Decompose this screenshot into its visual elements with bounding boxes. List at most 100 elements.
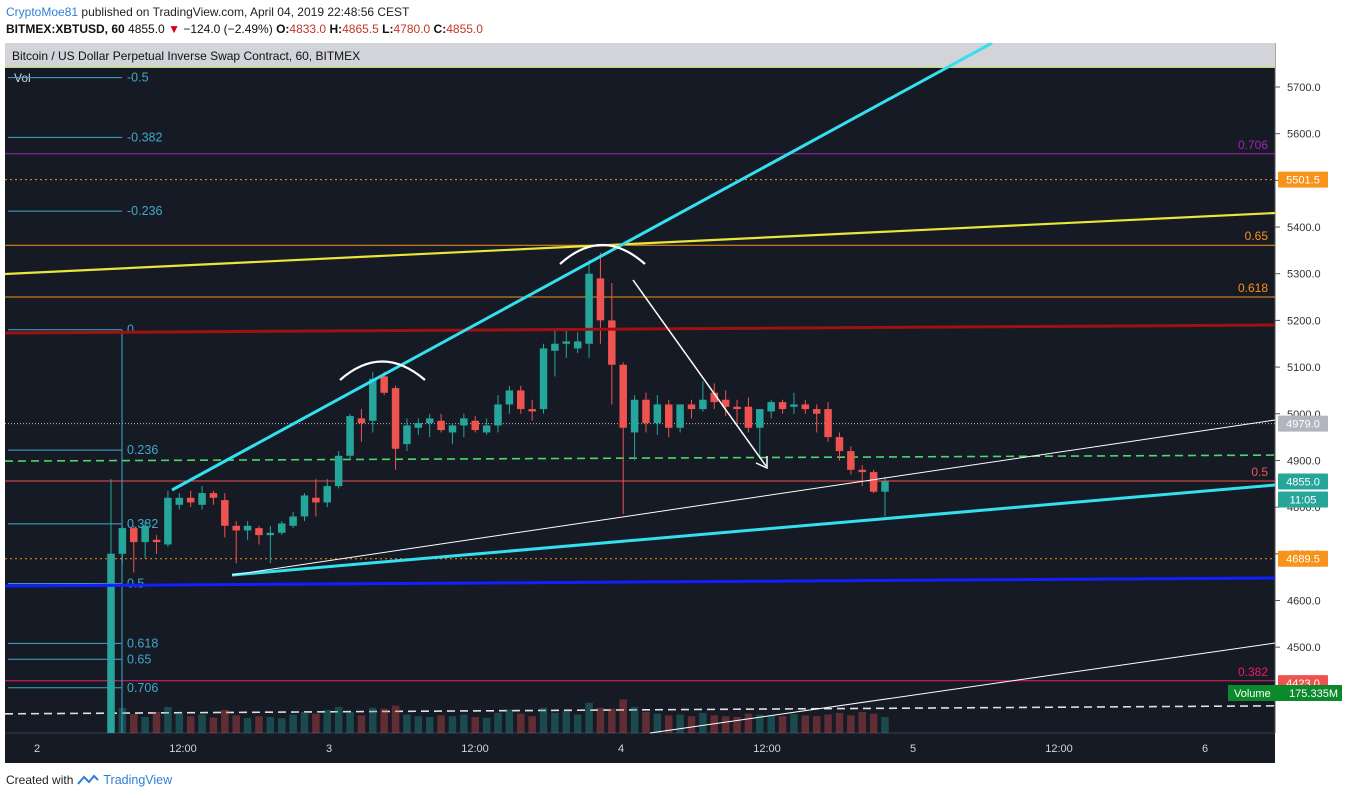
candle[interactable] [733, 399, 741, 424]
candle[interactable] [346, 413, 354, 461]
price-chart[interactable]: Bitcoin / US Dollar Perpetual Inverse Sw… [0, 43, 1348, 765]
blue-support-line[interactable] [4, 576, 1276, 588]
drawings[interactable] [4, 43, 1276, 734]
candle[interactable] [107, 479, 115, 704]
candle[interactable] [790, 392, 798, 414]
candle[interactable] [573, 332, 582, 354]
plot-area[interactable] [5, 43, 1275, 733]
candle[interactable] [858, 465, 866, 487]
candle[interactable] [517, 385, 525, 414]
candle[interactable] [528, 399, 536, 421]
candle-body [767, 402, 775, 412]
candle[interactable] [152, 535, 161, 554]
candle[interactable] [835, 432, 844, 461]
candle[interactable] [471, 416, 479, 433]
candle[interactable] [699, 381, 707, 412]
candle[interactable] [778, 399, 787, 414]
candle[interactable] [460, 413, 468, 438]
yellow-trendline[interactable] [4, 211, 1276, 276]
green-dashed-line[interactable] [4, 454, 1276, 462]
candle[interactable] [847, 446, 855, 475]
candle[interactable] [687, 399, 696, 419]
candle[interactable] [881, 476, 889, 517]
candle[interactable] [312, 479, 320, 517]
candle[interactable] [414, 418, 423, 435]
candle[interactable] [175, 493, 184, 510]
candle-body [494, 404, 502, 426]
price-tag[interactable]: 5501.5 [1278, 171, 1328, 188]
volume-bar [380, 708, 388, 733]
candle[interactable] [243, 521, 252, 540]
price-tag[interactable]: 11:05 [1278, 491, 1328, 508]
candle[interactable] [539, 343, 548, 414]
candle[interactable] [710, 383, 719, 410]
thin-white-trendline[interactable] [231, 419, 1276, 576]
candle[interactable] [289, 511, 297, 529]
candle[interactable] [209, 490, 218, 505]
red-horizontal-line[interactable] [4, 323, 1276, 335]
candle[interactable] [300, 493, 309, 522]
volume-bar [790, 714, 798, 733]
candle[interactable] [186, 490, 195, 508]
candle[interactable] [425, 413, 434, 438]
candle[interactable] [676, 404, 684, 433]
fib-right-label: 0.382 [1238, 665, 1268, 679]
candle[interactable] [221, 493, 229, 538]
candle[interactable] [391, 385, 400, 470]
candle[interactable] [130, 525, 138, 573]
candle[interactable] [118, 525, 127, 564]
candle[interactable] [585, 259, 593, 358]
candle[interactable] [812, 404, 821, 433]
top-arc-1[interactable] [339, 360, 426, 381]
candle[interactable] [744, 397, 753, 433]
candle[interactable] [869, 469, 878, 494]
author-link[interactable]: CryptoMoe81 [6, 5, 79, 19]
candle[interactable] [505, 385, 514, 414]
white-dashed-line[interactable] [4, 705, 1276, 715]
candle[interactable] [198, 486, 206, 510]
price-tag-label: 4855.0 [1286, 476, 1320, 488]
candle[interactable] [164, 490, 172, 547]
price-tag[interactable]: 4979.0 [1278, 415, 1328, 432]
time-axis [5, 733, 1275, 763]
candle[interactable] [653, 395, 662, 435]
candle[interactable] [767, 399, 775, 419]
fib-left-label: -0.5 [127, 71, 149, 85]
candle[interactable] [323, 479, 332, 508]
candle-body [323, 486, 332, 503]
candle-body [528, 409, 536, 412]
candle[interactable] [664, 399, 673, 438]
candle[interactable] [403, 418, 411, 452]
candle[interactable] [334, 451, 343, 489]
candle[interactable] [630, 395, 639, 461]
price-tag[interactable]: 4689.5 [1278, 550, 1328, 567]
candle[interactable] [266, 525, 275, 564]
candle[interactable] [642, 392, 650, 433]
lower-channel-line[interactable] [231, 483, 1276, 577]
top-arc-2[interactable] [559, 244, 646, 265]
candle[interactable] [551, 329, 559, 377]
candle[interactable] [277, 521, 286, 536]
thin-white-lower-line[interactable] [649, 642, 1276, 734]
candle[interactable] [141, 521, 149, 559]
down-arrow-line[interactable] [632, 279, 767, 467]
candle[interactable] [482, 418, 491, 435]
candle[interactable] [721, 390, 730, 417]
price-tag[interactable]: 4855.0 [1278, 473, 1328, 490]
candle[interactable] [801, 399, 810, 414]
upper-channel-line[interactable] [171, 43, 993, 492]
volume-bar [528, 716, 536, 733]
candle[interactable] [255, 525, 263, 545]
candle[interactable] [494, 395, 502, 433]
volume-tag[interactable]: Volume 175.335M [1228, 685, 1342, 701]
candle[interactable] [448, 423, 457, 445]
candle[interactable] [619, 362, 627, 515]
candle[interactable] [608, 283, 616, 405]
tradingview-brand[interactable]: TradingView [103, 773, 173, 787]
candle[interactable] [562, 329, 571, 358]
candle[interactable] [357, 409, 366, 442]
candle[interactable] [232, 521, 240, 564]
candle[interactable] [437, 413, 445, 433]
candle[interactable] [756, 409, 764, 456]
candle[interactable] [824, 402, 832, 442]
